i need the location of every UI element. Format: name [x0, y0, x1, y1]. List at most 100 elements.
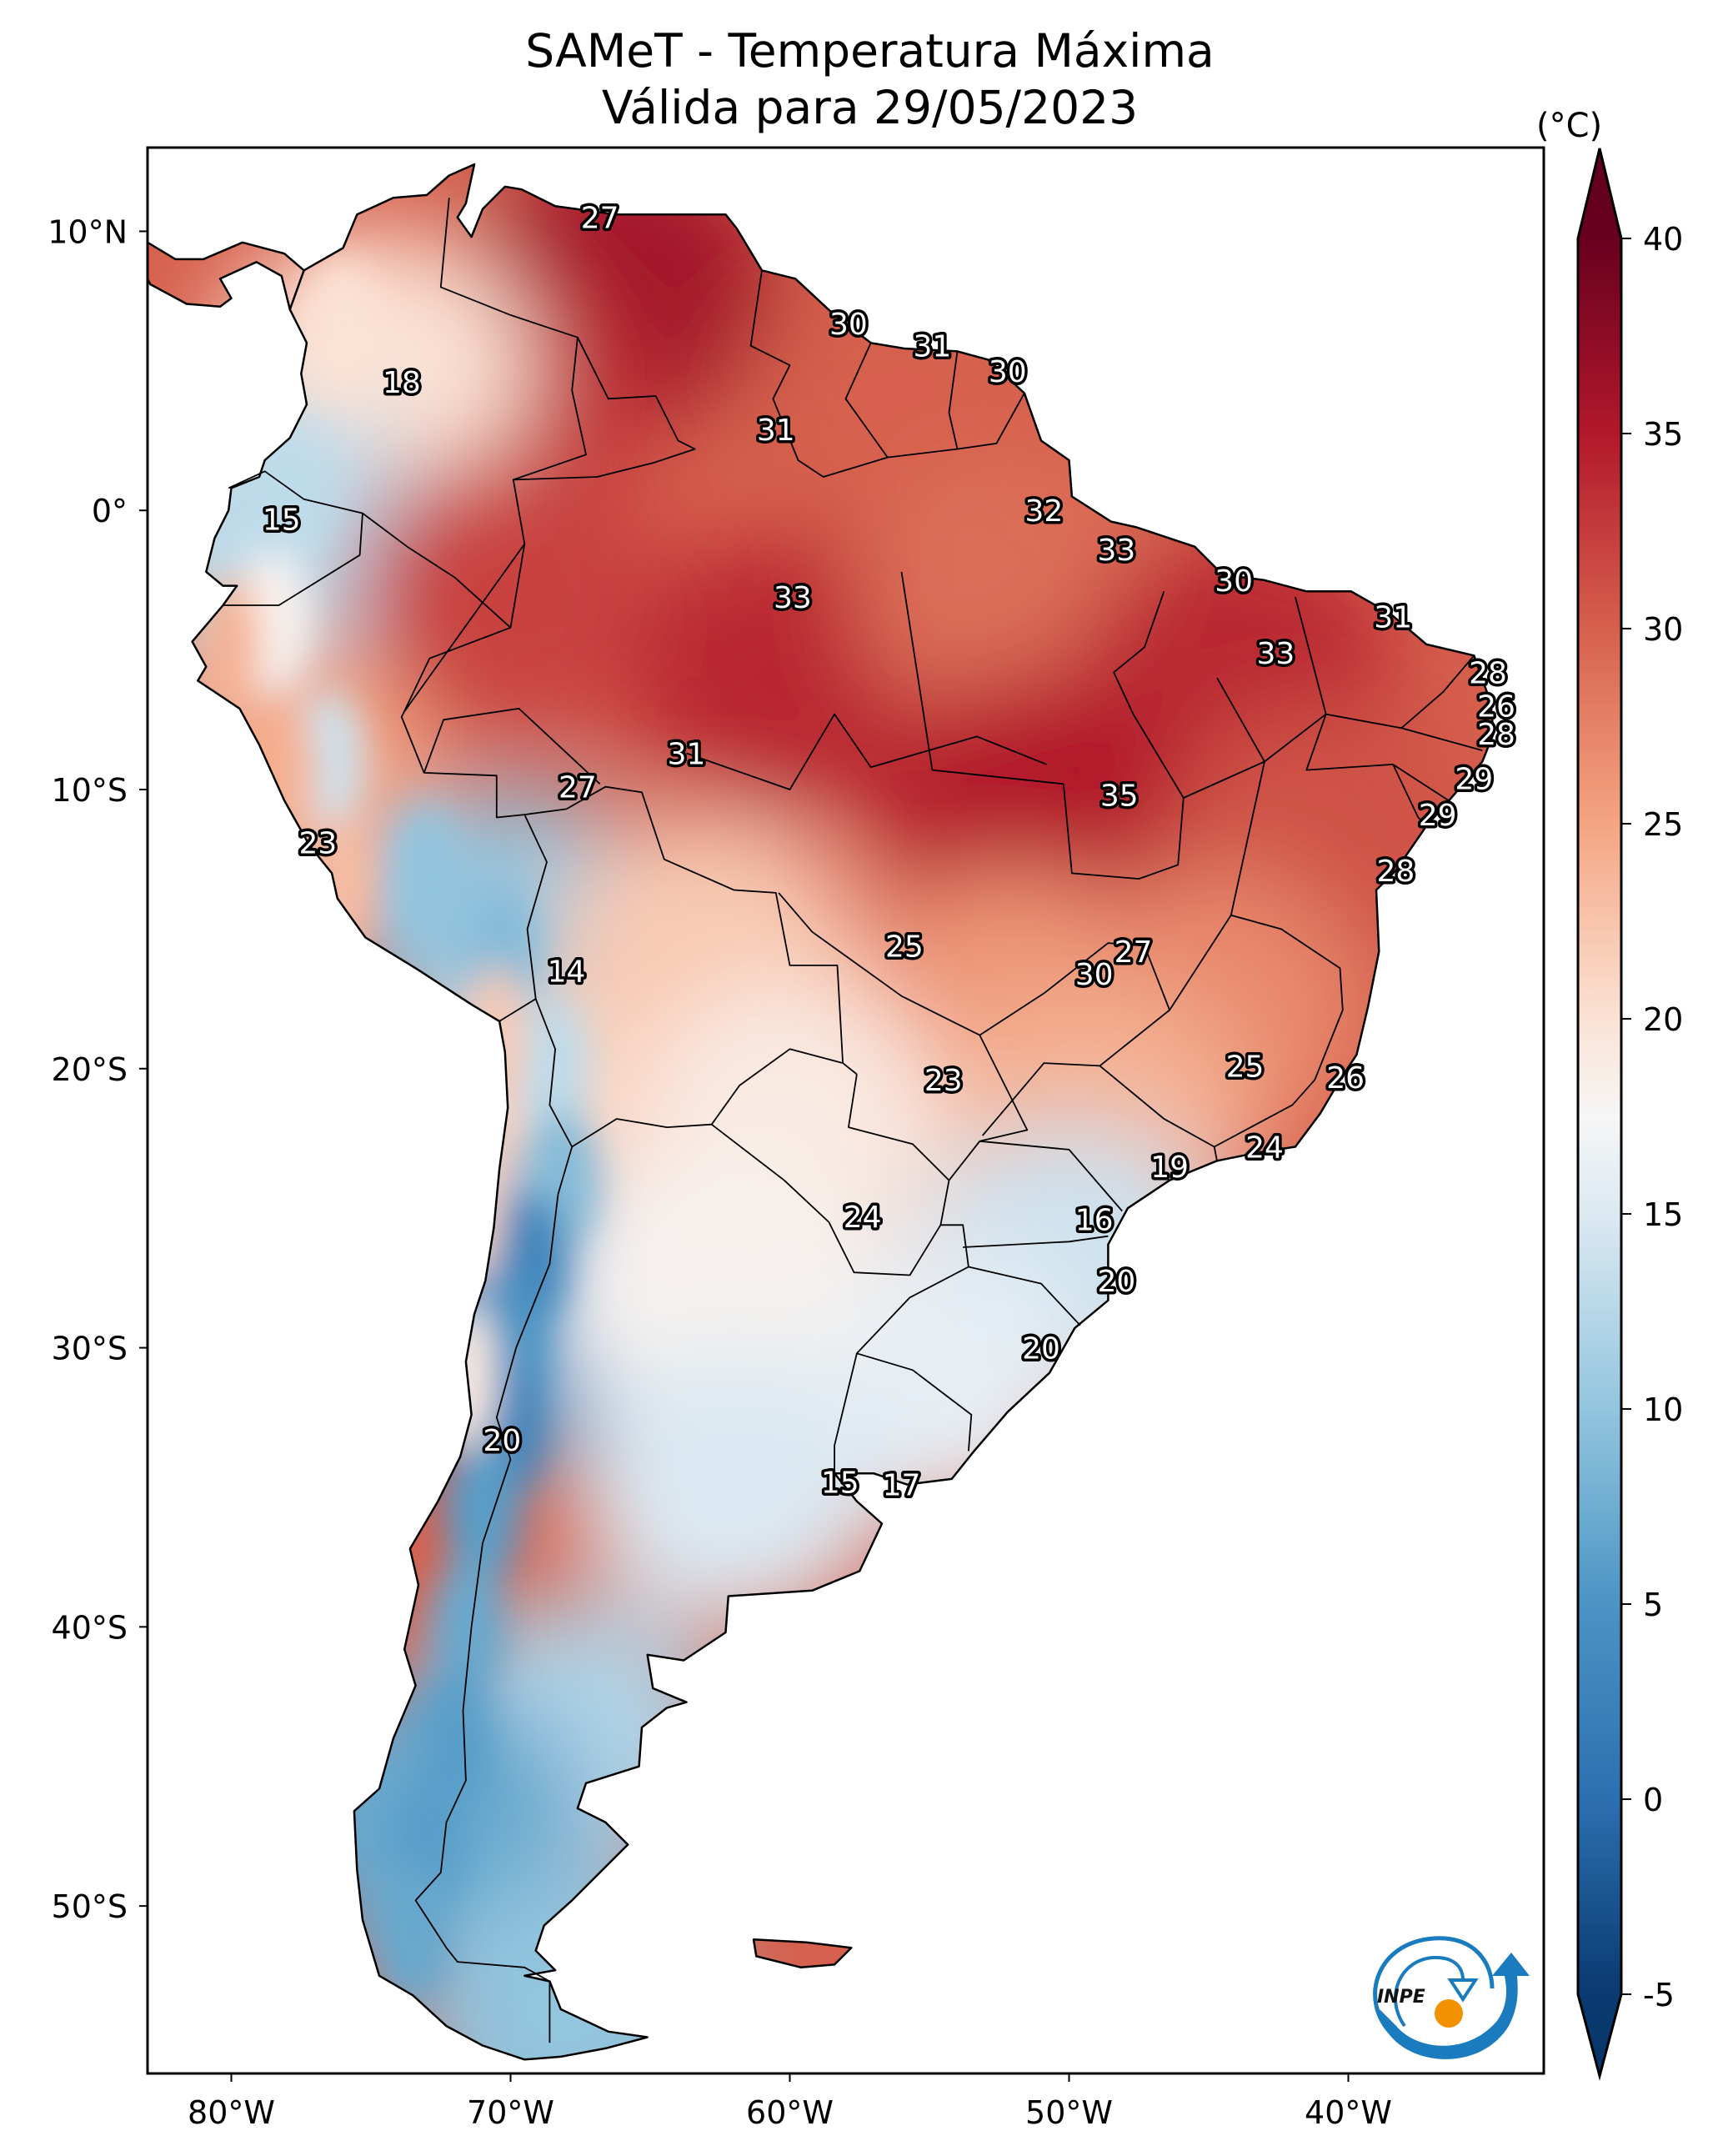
coastal-band [467, 965, 526, 1116]
colorbar-unit-label: (°C) [1536, 107, 1603, 145]
border-line [948, 351, 1025, 450]
temperature-label: 14 [548, 955, 586, 990]
temperature-label: 18 [383, 366, 421, 400]
colorbar-ticks: 40 35 30 25 20 15 10 5 0 -5 [1621, 221, 1683, 2013]
andes-ridge [305, 258, 381, 400]
temperature-label: 30 [1075, 958, 1114, 992]
temperature-label: 32 [1024, 494, 1063, 529]
border-line [1099, 1065, 1218, 1161]
temperature-label: 27 [581, 202, 619, 236]
temperature-label: 28 [1469, 656, 1507, 690]
temperature-label: 31 [1374, 600, 1412, 634]
andes-ridge [431, 1556, 507, 1698]
colorbar-tick-label: 10 [1643, 1391, 1683, 1428]
border-line [524, 785, 858, 1075]
x-tick-label: 50°W [1025, 2094, 1113, 2131]
border-line [439, 198, 587, 628]
temperature-label: 27 [558, 771, 597, 805]
x-tick-label: 80°W [188, 2094, 275, 2131]
border-line [1216, 677, 1265, 915]
temperature-region [408, 1876, 725, 2060]
y-tick-label: 50°S [52, 1888, 128, 1925]
colorbar-tick-label: 15 [1643, 1196, 1683, 1233]
border-line [513, 337, 696, 481]
border-line [1325, 654, 1475, 730]
border-line [362, 512, 548, 1022]
temperature-field [148, 164, 1494, 2060]
temperature-label: 15 [263, 503, 301, 537]
colorbar: 40 35 30 25 20 15 10 5 0 -5 [1576, 148, 1683, 2081]
border-line [1400, 727, 1483, 751]
coastline [148, 163, 1495, 2061]
country-state-borders [223, 198, 1483, 2043]
temperature-label: 35 [1100, 780, 1139, 814]
colorbar-tick-label: 5 [1643, 1587, 1663, 1623]
temperature-label: 20 [1098, 1265, 1136, 1299]
y-tick-label: 0° [92, 493, 128, 529]
temperature-label: 28 [1477, 718, 1515, 752]
border-line [1169, 914, 1344, 1148]
temperature-label: 17 [883, 1469, 921, 1503]
temperature-label: 31 [757, 414, 795, 448]
border-line [968, 1266, 1081, 1326]
border-line [1183, 596, 1327, 799]
latitude-axis: 10°N 0° 10°S 20°S 30°S 40°S 50°S [48, 213, 148, 1925]
temperature-label: 31 [913, 330, 951, 364]
andes-ridge [514, 997, 590, 1140]
logo-up-arrow-body-icon [1380, 1976, 1518, 2059]
logo-swirl-icon [1373, 1936, 1495, 2036]
border-line [979, 1140, 1123, 1212]
temperature-label: 25 [1226, 1050, 1265, 1084]
colorbar-body [1576, 148, 1623, 2081]
border-line [844, 342, 958, 459]
x-tick-label: 70°W [467, 2094, 554, 2131]
temperature-label: 30 [989, 355, 1027, 389]
temperature-label: 30 [829, 308, 868, 342]
border-line [834, 1352, 973, 1474]
temperature-label: 31 [668, 737, 706, 771]
x-tick-label: 60°W [746, 2094, 834, 2131]
andes-ridge [417, 1667, 493, 1810]
temperature-label: 20 [483, 1424, 522, 1458]
colorbar-tick-label: 25 [1643, 806, 1683, 843]
temperature-label: 27 [1114, 935, 1153, 970]
x-tick-label: 40°W [1305, 2094, 1392, 2131]
temperature-region [352, 452, 669, 736]
temperature-label: 24 [844, 1201, 882, 1235]
andes-ridge [255, 425, 331, 568]
temperature-label: 16 [1075, 1204, 1114, 1238]
temperature-label: 29 [1455, 763, 1493, 797]
colorbar-tick-label: -5 [1643, 1977, 1675, 2013]
logo-sun-icon [1435, 1999, 1463, 2028]
y-tick-label: 40°S [52, 1609, 128, 1646]
colorbar-tick-label: 40 [1643, 221, 1683, 258]
border-line [414, 1146, 573, 1983]
andes-ridge [445, 1444, 520, 1587]
temperature-label: 33 [1256, 637, 1295, 671]
map-frame [146, 146, 1545, 2075]
colorbar-tick-label: 0 [1643, 1782, 1663, 1818]
border-line [403, 543, 526, 712]
temperature-label: 20 [1022, 1332, 1060, 1366]
map-subtitle: Válida para 29/05/2023 [601, 81, 1139, 134]
logo-swirl-inner-icon [1394, 1955, 1465, 2028]
y-tick-label: 30°S [52, 1331, 128, 1367]
temperature-label: 26 [1477, 690, 1515, 725]
border-line [534, 998, 844, 1148]
temperature-label: 23 [298, 827, 337, 861]
border-line [749, 270, 889, 478]
border-line [423, 708, 601, 785]
inpe-logo: INPE [1373, 1936, 1530, 2059]
border-line [963, 1235, 1109, 1248]
y-tick-label: 10°S [52, 772, 128, 809]
border-line [900, 571, 1064, 785]
temperature-label: 28 [1377, 855, 1415, 889]
border-line [1305, 714, 1450, 802]
temperature-region [575, 1345, 893, 1629]
coastline-path [148, 163, 1495, 2061]
colorbar-tick-label: 30 [1643, 611, 1683, 648]
logo-text: INPE [1377, 1987, 1425, 2008]
border-line [686, 713, 1048, 790]
